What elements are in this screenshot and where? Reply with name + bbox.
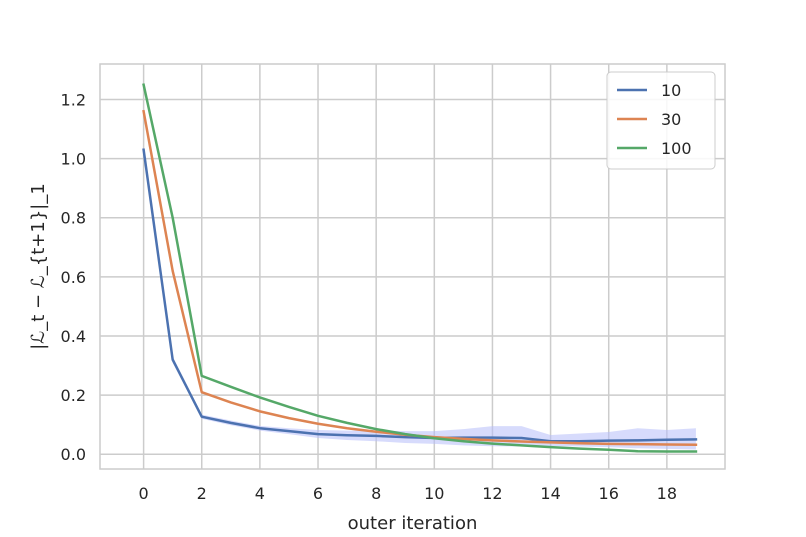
y-tick-label: 0.6 <box>61 268 86 287</box>
y-tick-label: 1.2 <box>61 90 86 109</box>
legend-label-30: 30 <box>661 110 681 129</box>
x-tick-label: 4 <box>255 484 265 503</box>
x-tick-label: 10 <box>424 484 444 503</box>
y-tick-label: 0.4 <box>61 327 86 346</box>
y-tick-label: 0.0 <box>61 445 86 464</box>
x-tick-label: 0 <box>139 484 149 503</box>
legend: 10 30 100 <box>606 71 716 170</box>
legend-label-100: 100 <box>661 139 692 158</box>
legend-label-10: 10 <box>661 81 681 100</box>
plot-frame <box>99 63 726 470</box>
y-tick-label: 0.8 <box>61 209 86 228</box>
x-tick-label: 2 <box>197 484 207 503</box>
series-lines <box>142 83 698 453</box>
y-tick-label: 1.0 <box>61 150 86 169</box>
y-axis-label: |ℒ_t − ℒ_{t+1}|_1 <box>28 183 49 350</box>
x-axis-label: outer iteration <box>348 513 478 534</box>
x-tick-label: 8 <box>371 484 381 503</box>
x-tick-label: 18 <box>657 484 677 503</box>
x-tick-label: 12 <box>482 484 502 503</box>
y-tick-labels: 0.0 0.2 0.4 0.6 0.8 1.0 1.2 <box>61 90 86 464</box>
legend-box <box>606 71 716 170</box>
x-tick-label: 14 <box>540 484 560 503</box>
series-line-10 <box>142 148 698 443</box>
series-line-100 <box>142 83 698 453</box>
y-tick-label: 0.2 <box>61 386 86 405</box>
x-tick-labels: 0 2 4 6 8 10 12 14 16 18 <box>139 484 678 503</box>
x-tick-label: 6 <box>313 484 323 503</box>
x-tick-label: 16 <box>599 484 619 503</box>
